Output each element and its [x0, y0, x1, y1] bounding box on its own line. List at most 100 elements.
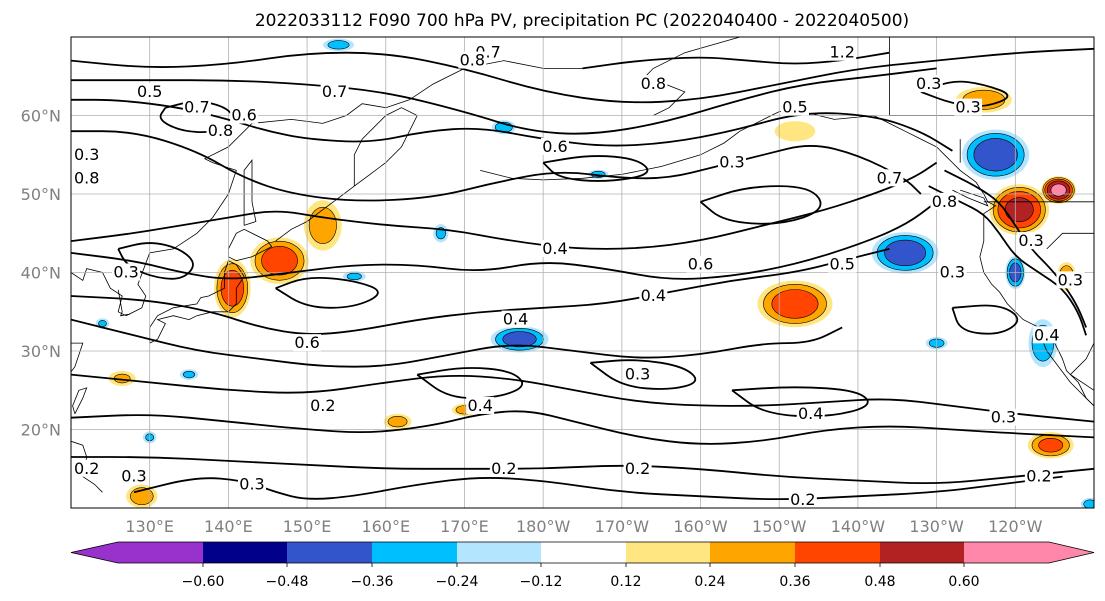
- contour-label: 0.7: [877, 168, 902, 187]
- contour-label: 0.2: [310, 396, 335, 415]
- contour-label: 0.5: [829, 255, 854, 274]
- lat-tick-label: 60°N: [21, 107, 61, 126]
- pv-contour-3: [71, 130, 922, 202]
- pv-contour-8: [71, 373, 1094, 423]
- contour-label: 0.3: [625, 365, 650, 384]
- colorbar-segment: [626, 542, 710, 563]
- contour-label-bg: [489, 459, 518, 477]
- contour-label-bg: [1032, 326, 1061, 344]
- contour-label: 0.3: [916, 74, 941, 93]
- contour-label-bg: [237, 475, 266, 493]
- contour-label: 0.2: [491, 459, 516, 478]
- precip-blob-23-level-2: [182, 370, 196, 379]
- pv-contour-10: [71, 456, 1094, 485]
- contour-label-bg: [989, 408, 1018, 426]
- contour-label: 0.8: [74, 168, 99, 187]
- pv-contour-12: [582, 51, 890, 70]
- coastline-12: [952, 189, 989, 207]
- contour-label: 0.8: [641, 74, 666, 93]
- coastline-3: [228, 228, 273, 262]
- pv-contour-7: [71, 318, 843, 368]
- pv-contour-20: [589, 359, 697, 390]
- contour-label-bg: [718, 153, 747, 171]
- pv-contours: [71, 47, 1094, 501]
- lon-tick-label: 130°W: [909, 517, 964, 536]
- pv-contour-23: [699, 185, 822, 225]
- precip-blob-28-level-2: [1083, 499, 1094, 508]
- pv-contour-0: [71, 47, 1094, 104]
- contour-labels: 0.50.7 0.60.80.70.30.80.70.80.81.20.30.30…: [72, 43, 1085, 508]
- contour-label: 0.8: [208, 121, 233, 140]
- contour-label-bg: [135, 82, 164, 100]
- colorbar-segment: [710, 542, 795, 563]
- contour-label: 0.7: [184, 98, 209, 117]
- lon-tick-label: 150°E: [283, 517, 332, 536]
- contour-label: 0.3: [74, 145, 99, 164]
- lon-tick-label: 150°W: [752, 517, 807, 536]
- contour-label: 0.3: [940, 263, 965, 282]
- lat-tick-label: 30°N: [21, 342, 61, 361]
- precip-blob-2-level-2: [308, 206, 337, 244]
- lon-tick-label: 130°E: [125, 517, 174, 536]
- lon-tick-label: 160°E: [361, 517, 410, 536]
- precip-blob-24-level-2: [98, 320, 107, 327]
- lon-tick-label: 170°W: [595, 517, 650, 536]
- colorbar-segment: [287, 542, 372, 563]
- precip-blob-9-level-4: [1004, 197, 1034, 223]
- contour-label-bg: [182, 98, 211, 116]
- contour-label: 0.4: [1034, 325, 1059, 344]
- contour-label-bg: [1024, 467, 1053, 485]
- contour-label-bg: [112, 263, 141, 281]
- colorbar-segment: [795, 542, 880, 563]
- contour-label: 0.5: [782, 98, 807, 117]
- longitude-axis: 130°E 140°E 150°E 160°E 170°E 180°W 170°W 160°W…: [125, 517, 1042, 536]
- contour-label: 0.3: [121, 467, 146, 486]
- colorbar-segment-min: [71, 542, 203, 563]
- colorbar: −0.60 −0.48 −0.36 −0.24 −0.12 0.12 0.24 0.36 0.4…: [70, 541, 1095, 590]
- contour-label-bg: [458, 51, 487, 69]
- precip-blob-25-level-2: [346, 272, 362, 281]
- colorbar-segment: [457, 542, 541, 563]
- contour-label: 0.7: [322, 82, 347, 101]
- colorbar-tick-label: −0.24: [436, 574, 479, 590]
- contour-label: 0.6: [688, 255, 713, 274]
- coastline-2: [149, 260, 245, 344]
- precip-blob-10-level-5: [1050, 183, 1067, 197]
- contour-label-bg: [623, 365, 652, 383]
- latitude-axis: 20°N 30°N 40°N 50°N 60°N: [21, 107, 61, 440]
- colorbar-tick-label: 0.24: [694, 574, 725, 590]
- pv-contour-1: [71, 67, 937, 135]
- figure-title: 2022033112 F090 700 hPa PV, precipitatio…: [255, 11, 909, 31]
- contour-label: 0.4: [798, 404, 823, 423]
- lat-tick-label: 50°N: [21, 185, 61, 204]
- lat-tick-label: 20°N: [21, 421, 61, 440]
- contour-label-bg: [938, 263, 967, 281]
- precip-blob-13-level-1: [774, 121, 816, 142]
- contour-label-bg: [308, 396, 337, 414]
- coastline-10: [1038, 331, 1094, 407]
- contour-label-bg: [930, 192, 959, 210]
- contour-label: 0.3: [955, 98, 980, 117]
- contour-label-bg: [119, 467, 148, 485]
- contour-label-bg: [320, 82, 349, 100]
- contour-label-bg: [501, 310, 530, 328]
- map-area: 0.50.7 0.60.80.70.30.80.70.80.81.20.30.30…: [71, 37, 1094, 508]
- pv-contour-24: [542, 155, 649, 182]
- contour-label: 0.8: [460, 51, 485, 70]
- colorbar-tick-label: 0.36: [779, 574, 810, 590]
- pv-contour-9: [71, 410, 1094, 445]
- colorbar-tick-label: −0.60: [182, 574, 225, 590]
- contour-label-bg: [828, 43, 857, 61]
- contour-label-bg: [796, 404, 825, 422]
- contour-label: 0.2: [74, 459, 99, 478]
- contour-label: 0.2: [1026, 467, 1051, 486]
- pv-contour-21: [731, 386, 869, 418]
- lon-tick-label: 160°W: [673, 517, 728, 536]
- coastline-8: [644, 37, 780, 116]
- coastline-13: [72, 387, 88, 414]
- contour-label: 0.5: [137, 82, 162, 101]
- colorbar-segment: [372, 542, 457, 563]
- contour-label-bg: [540, 137, 569, 155]
- contour-label-bg: [914, 75, 943, 93]
